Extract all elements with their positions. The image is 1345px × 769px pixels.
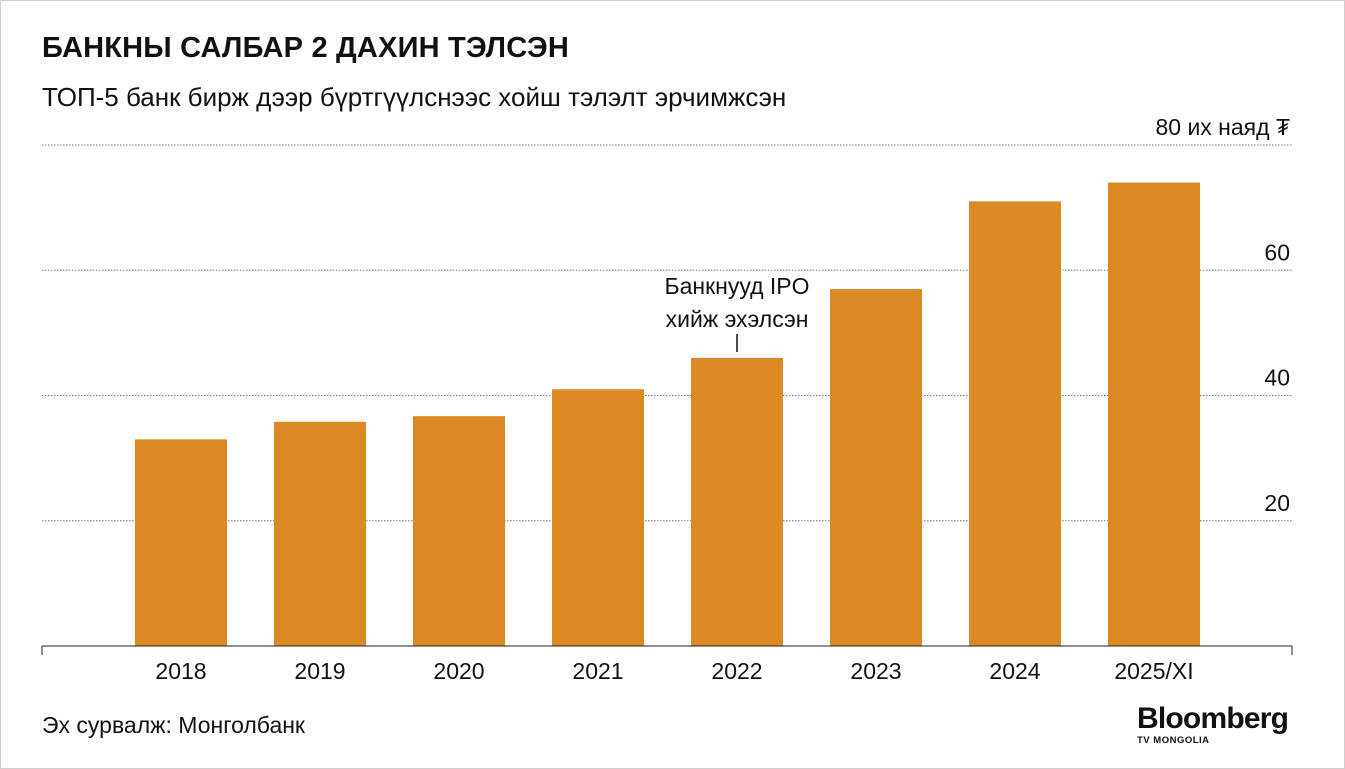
x-tick-label: 2019 (294, 658, 345, 684)
annotation-text: Банкнууд IPO (664, 273, 809, 299)
source-note: Эх сурвалж: Монголбанк (42, 712, 305, 738)
x-tick-label: 2021 (572, 658, 623, 684)
bar-2024 (969, 201, 1061, 647)
x-tick-label: 2023 (850, 658, 901, 684)
bars (135, 182, 1200, 647)
x-tick-label: 2025/XI (1114, 658, 1193, 684)
y-unit-label: 80 их наяд ₮ (1155, 114, 1290, 140)
annotation-text: хийж эхэлсэн (666, 306, 809, 332)
x-tick-label: 2024 (989, 658, 1040, 684)
x-axis (41, 645, 1293, 655)
bar-2019 (274, 421, 366, 646)
bar-2022 (691, 357, 783, 646)
y-tick-label: 40 (1264, 365, 1290, 391)
logo-wordmark: Bloomberg (1137, 702, 1289, 735)
bar-2018 (135, 439, 227, 646)
bar-2020 (413, 416, 505, 646)
y-tick-label: 20 (1264, 490, 1290, 516)
x-tick-label: 2020 (433, 658, 484, 684)
bar-2025-XI (1108, 182, 1200, 646)
logo-subtitle: TV MONGOLIA (1137, 735, 1210, 746)
labels: 20 40 60 80 их наяд ₮ 2018 2019 2020 2021 2022 20… (155, 114, 1290, 684)
bar-2021 (552, 389, 644, 646)
y-tick-label: 60 (1264, 239, 1290, 265)
bar-2023 (830, 289, 922, 646)
x-tick-label: 2022 (711, 658, 762, 684)
bloomberg-logo: Bloomberg TV MONGOLIA (1137, 702, 1297, 747)
gridlines (42, 144, 1292, 522)
chart-title: БАНКНЫ САЛБАР 2 ДАХИН ТЭЛСЭН (42, 32, 569, 64)
x-tick-label: 2018 (155, 658, 206, 684)
chart-subtitle: ТОП-5 банк бирж дээр бүртгүүлснээс хойш … (42, 82, 787, 112)
